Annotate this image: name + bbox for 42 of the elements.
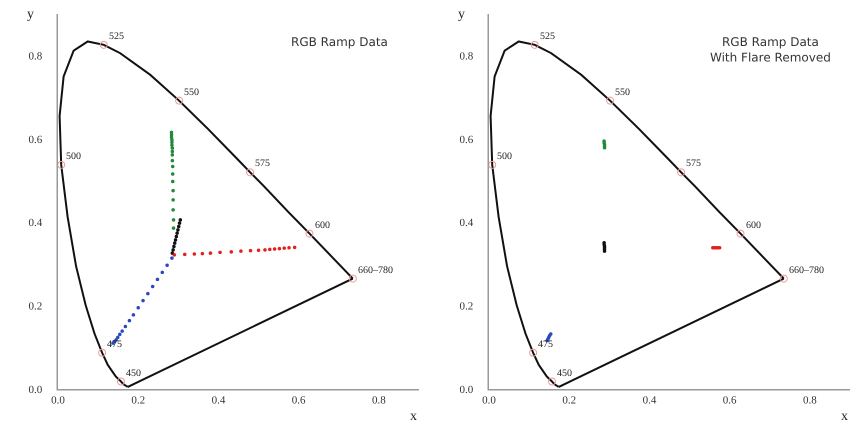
y-axis-title: y <box>458 7 465 22</box>
y-tick-label: 0.4 <box>460 217 474 230</box>
text: RGB Ramp Data <box>291 35 388 49</box>
x-tick-label: 0.2 <box>562 394 576 407</box>
x-tick-label: 0.4 <box>642 394 657 407</box>
y-tick-label: 0.6 <box>460 134 474 146</box>
annotation: 450 <box>126 368 141 379</box>
x-tick-label: 0.8 <box>372 394 386 407</box>
x-tick-label: 0.0 <box>482 394 496 407</box>
y-tick-label: 0.4 <box>28 217 43 230</box>
annotation: 500 <box>497 151 512 162</box>
annotation: 475 <box>538 339 553 350</box>
y-tick-label: 0.8 <box>28 50 43 63</box>
x-tick-label: 0.6 <box>292 394 306 407</box>
annotation: 500 <box>66 151 81 162</box>
y-tick-label: 0.2 <box>28 300 42 313</box>
annotation: 600 <box>315 220 330 231</box>
x-tick-label: 0.0 <box>51 394 66 407</box>
annotation: 660–780 <box>358 265 393 276</box>
text: RGB Ramp Data With Flare Removed <box>710 35 831 65</box>
annotation: 575 <box>686 158 701 169</box>
annotation: 475 <box>107 339 122 350</box>
annotation: 525 <box>109 31 124 42</box>
y-tick-label: 0.0 <box>28 384 43 396</box>
x-axis-title: x <box>841 409 848 421</box>
y-tick-label: 0.0 <box>460 384 474 396</box>
annotation: 550 <box>184 87 199 98</box>
annotation: 525 <box>540 31 555 42</box>
x-tick-label: 0.6 <box>722 394 738 407</box>
x-tick-label: 0.4 <box>212 394 226 407</box>
x-tick-label: 0.8 <box>803 394 818 407</box>
annotation: 660–780 <box>789 265 824 276</box>
annotation: 550 <box>615 87 630 98</box>
y-axis-title: y <box>27 7 34 22</box>
annotation: 600 <box>746 220 761 231</box>
x-tick-label: 0.2 <box>131 394 146 407</box>
x-axis-title: x <box>410 409 417 421</box>
annotation: 450 <box>557 368 572 379</box>
y-tick-label: 0.6 <box>28 134 43 146</box>
y-tick-label: 0.2 <box>460 300 474 313</box>
y-tick-label: 0.8 <box>460 50 474 63</box>
annotation: 575 <box>255 158 270 169</box>
